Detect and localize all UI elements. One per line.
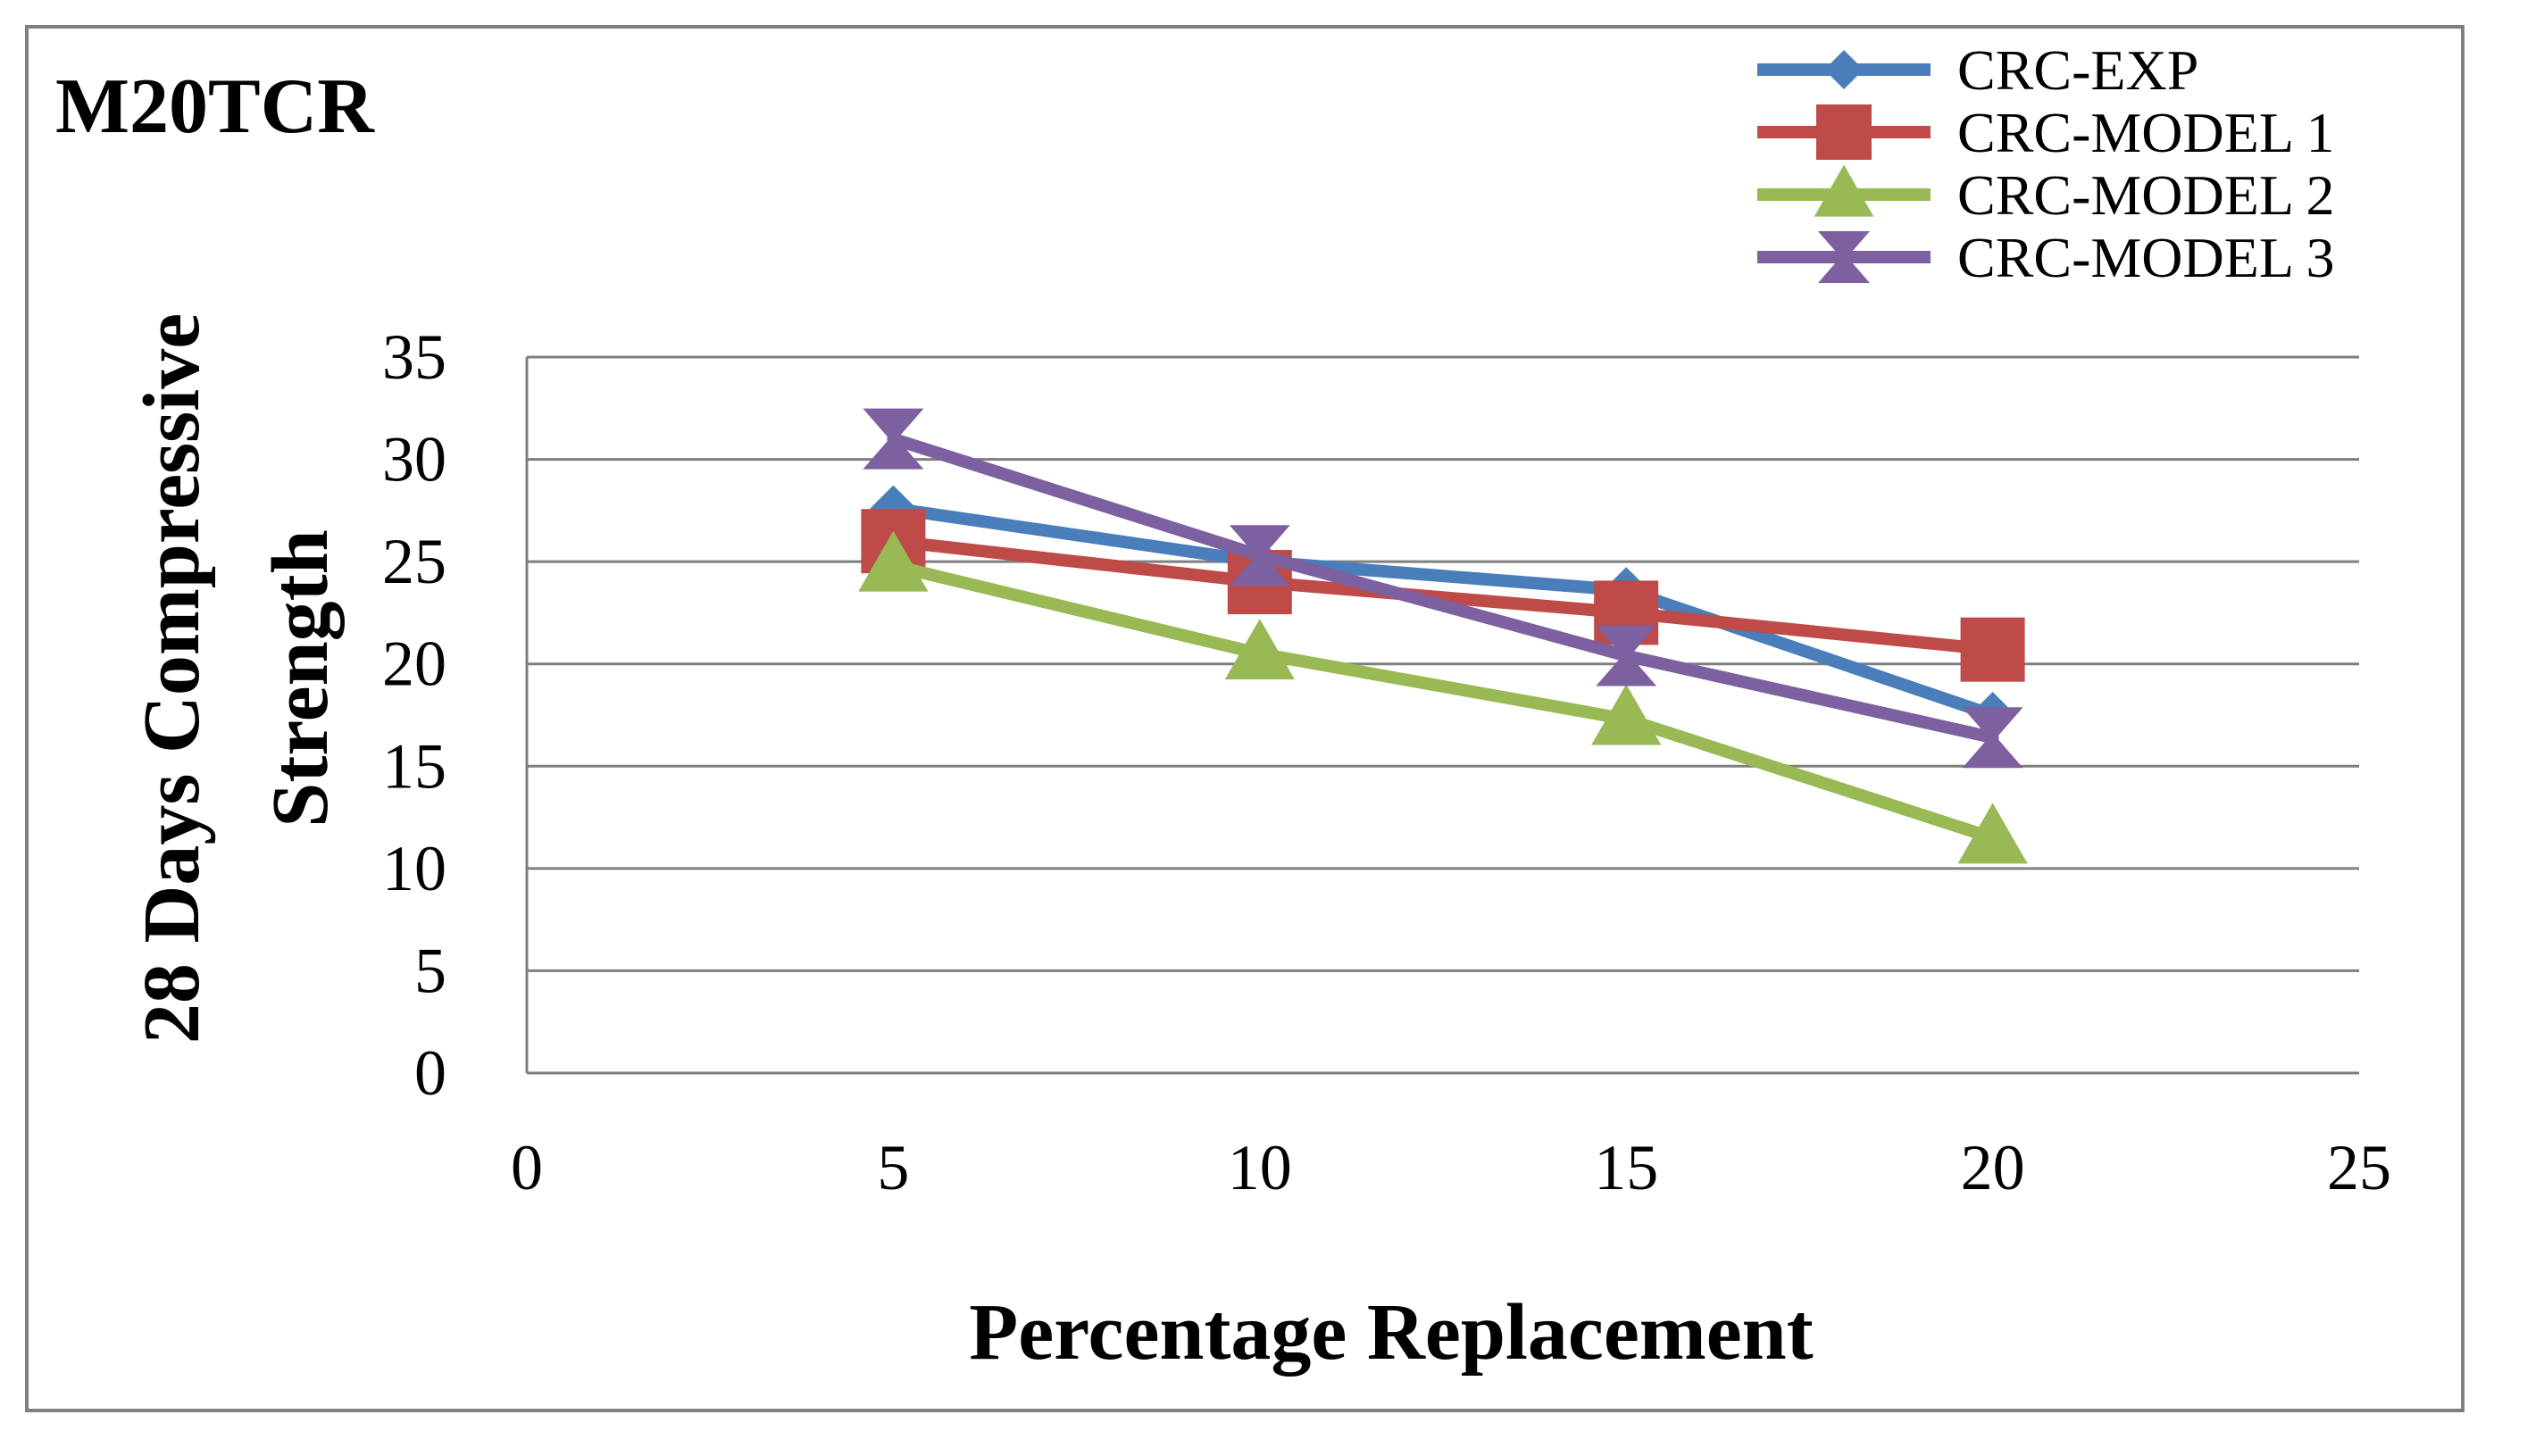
legend-marker-crc-model-2 bbox=[1814, 164, 1874, 217]
x-tick-label-0: 0 bbox=[511, 1132, 543, 1203]
legend-label-crc-exp: CRC-EXP bbox=[1957, 38, 2198, 102]
chart-border bbox=[25, 25, 2464, 1412]
data-point-crc-model-3-10-upper bbox=[1229, 525, 1290, 561]
x-axis-ticks: 0 5 10 15 20 25 bbox=[511, 1132, 2391, 1203]
axes bbox=[525, 357, 2359, 1075]
data-point-crc-model-2-10 bbox=[1224, 619, 1295, 680]
data-point-crc-model-3-15 bbox=[1596, 625, 1657, 686]
y-tick-label-10: 10 bbox=[382, 833, 446, 904]
x-tick-label-25: 25 bbox=[2327, 1132, 2391, 1203]
data-point-crc-model-3-5-upper bbox=[863, 408, 924, 444]
data-point-crc-model-2-5 bbox=[858, 530, 929, 592]
data-point-crc-model-3-5-lower bbox=[863, 434, 924, 470]
y-axis-ticks: 0 5 10 15 20 25 30 35 bbox=[382, 321, 446, 1109]
data-point-crc-model-3-20-upper bbox=[1962, 707, 2023, 743]
data-point-crc-model-3-15-upper bbox=[1596, 625, 1657, 661]
y-tick-label-30: 30 bbox=[382, 424, 446, 495]
y-axis-title-line-2: Strength bbox=[256, 529, 345, 827]
y-tick-label-25: 25 bbox=[382, 526, 446, 597]
data-point-crc-model-2-15 bbox=[1591, 684, 1662, 745]
data-point-crc-model-3-20 bbox=[1962, 707, 2023, 769]
series bbox=[858, 408, 2028, 864]
legend-marker-crc-model-3 bbox=[1818, 231, 1870, 283]
chart-title: M20TCR bbox=[55, 63, 375, 150]
legend-marker-crc-exp bbox=[1824, 50, 1864, 89]
data-point-crc-model-3-10-lower bbox=[1229, 551, 1290, 587]
data-point-crc-model-3-5 bbox=[863, 408, 924, 470]
x-tick-label-10: 10 bbox=[1228, 1132, 1292, 1203]
legend-label-crc-model-1: CRC-MODEL 1 bbox=[1957, 101, 2335, 164]
series-line-crc-exp bbox=[887, 502, 1999, 721]
data-point-crc-model-3-20-lower bbox=[1962, 733, 2023, 769]
data-point-crc-model-3-15-lower bbox=[1596, 651, 1657, 686]
legend-label-crc-model-3: CRC-MODEL 3 bbox=[1957, 226, 2335, 289]
legend-label-crc-model-2: CRC-MODEL 2 bbox=[1957, 163, 2335, 227]
x-tick-label-20: 20 bbox=[1961, 1132, 2025, 1203]
y-tick-label-5: 5 bbox=[414, 935, 446, 1006]
series-line-crc-model-3 bbox=[887, 432, 1999, 745]
y-tick-label-35: 35 bbox=[382, 321, 446, 393]
series-line-crc-model-2 bbox=[887, 559, 1999, 844]
x-axis-title: Percentage Replacement bbox=[969, 1288, 1813, 1377]
y-tick-label-15: 15 bbox=[382, 730, 446, 802]
gridlines bbox=[527, 355, 2359, 972]
data-point-crc-model-2-20 bbox=[1957, 803, 2028, 864]
x-tick-label-5: 5 bbox=[877, 1132, 909, 1203]
y-tick-label-20: 20 bbox=[382, 628, 446, 700]
y-tick-label-0: 0 bbox=[414, 1037, 446, 1109]
data-point-crc-model-3-10 bbox=[1229, 525, 1290, 587]
y-axis-title-line-1: 28 Days Compressive bbox=[128, 313, 216, 1044]
y-axis-title: 28 Days Compressive Strength bbox=[128, 313, 345, 1044]
legend-marker-crc-model-3-lower bbox=[1818, 253, 1870, 283]
data-point-crc-model-1-20 bbox=[1960, 617, 2025, 682]
x-tick-label-15: 15 bbox=[1594, 1132, 1658, 1203]
series-line-crc-model-1 bbox=[887, 535, 1999, 656]
legend-marker-crc-model-3-upper bbox=[1818, 231, 1870, 262]
legend-marker-crc-model-1 bbox=[1816, 104, 1872, 160]
